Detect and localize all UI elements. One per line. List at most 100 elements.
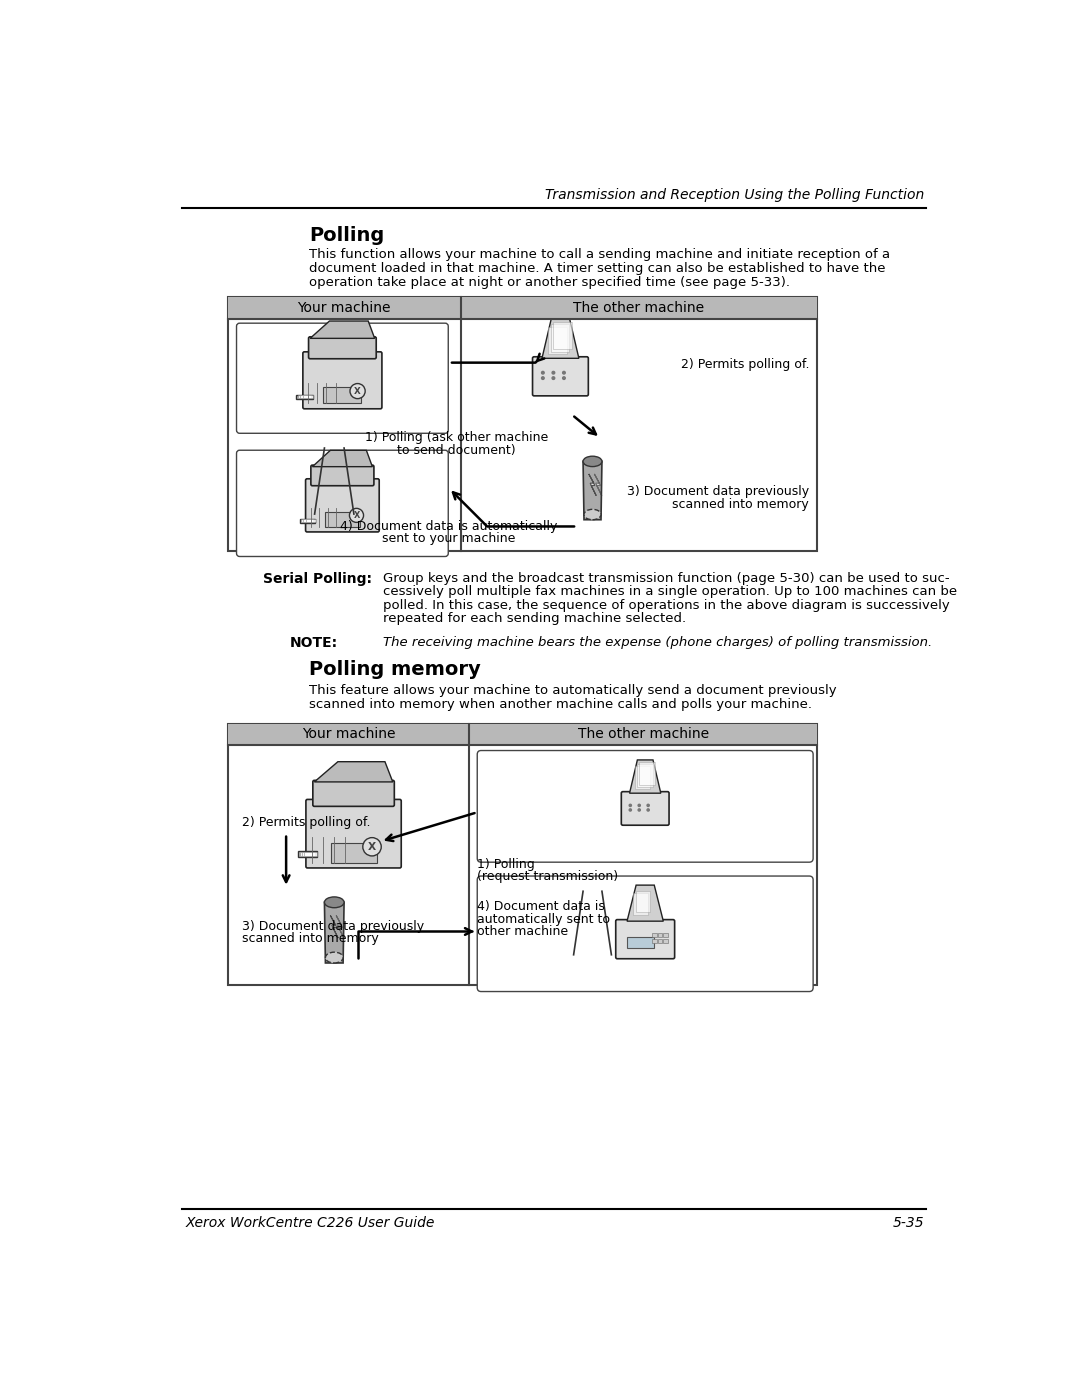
Bar	[639, 761, 654, 785]
FancyBboxPatch shape	[237, 450, 448, 556]
Circle shape	[630, 805, 632, 806]
Text: sent to your machine: sent to your machine	[382, 532, 516, 545]
Ellipse shape	[324, 897, 345, 908]
Bar	[626, 937, 654, 949]
Text: Your machine: Your machine	[302, 728, 395, 742]
Circle shape	[638, 809, 640, 812]
Polygon shape	[310, 321, 375, 338]
Bar	[325, 511, 360, 527]
Text: document loaded in that machine. A timer setting can also be established to have: document loaded in that machine. A timer…	[309, 263, 886, 275]
Bar	[330, 842, 377, 862]
Bar	[228, 298, 816, 319]
Bar	[551, 324, 569, 352]
FancyBboxPatch shape	[313, 781, 394, 806]
Text: scanned into memory: scanned into memory	[673, 497, 809, 511]
Circle shape	[638, 805, 640, 806]
Text: The other machine: The other machine	[573, 300, 704, 314]
Text: Polling memory: Polling memory	[309, 661, 481, 679]
Text: 2) Permits polling of.: 2) Permits polling of.	[242, 816, 370, 828]
Text: Xerox WorkCentre C226 User Guide: Xerox WorkCentre C226 User Guide	[186, 1215, 435, 1229]
Bar	[300, 395, 311, 398]
Bar	[323, 387, 362, 404]
Text: Group keys and the broadcast transmission function (page 5-30) can be used to su: Group keys and the broadcast transmissio…	[383, 573, 949, 585]
Circle shape	[350, 509, 364, 522]
Text: cessively poll multiple fax machines in a single operation. Up to 100 machines c: cessively poll multiple fax machines in …	[383, 585, 957, 598]
Bar	[228, 724, 816, 985]
Polygon shape	[324, 902, 345, 963]
FancyBboxPatch shape	[302, 352, 382, 409]
Ellipse shape	[325, 953, 343, 963]
Ellipse shape	[583, 457, 602, 467]
Circle shape	[350, 384, 365, 398]
Bar	[658, 933, 662, 937]
Circle shape	[647, 809, 649, 812]
Bar	[306, 520, 315, 522]
Bar	[298, 851, 318, 856]
Polygon shape	[627, 886, 663, 921]
Bar	[652, 939, 657, 943]
Text: The other machine: The other machine	[578, 728, 708, 742]
FancyBboxPatch shape	[306, 799, 402, 868]
Circle shape	[541, 377, 544, 380]
Polygon shape	[594, 474, 602, 496]
Bar	[301, 520, 311, 522]
Bar	[299, 518, 314, 522]
Text: (request transmission): (request transmission)	[477, 870, 619, 883]
Polygon shape	[630, 760, 661, 793]
Text: Polling: Polling	[309, 226, 384, 244]
Text: 1) Polling (ask other machine: 1) Polling (ask other machine	[365, 432, 549, 444]
Polygon shape	[330, 915, 338, 939]
Polygon shape	[336, 915, 343, 939]
Bar	[302, 395, 313, 398]
Circle shape	[552, 377, 555, 380]
Circle shape	[363, 838, 381, 856]
Text: 2) Permits polling of.: 2) Permits polling of.	[680, 358, 809, 372]
Text: Your machine: Your machine	[298, 300, 391, 314]
Polygon shape	[314, 761, 393, 782]
Text: Serial Polling:: Serial Polling:	[262, 571, 372, 585]
Bar	[636, 891, 650, 912]
Polygon shape	[583, 461, 602, 520]
Text: 4) Document data is automatically: 4) Document data is automatically	[340, 520, 557, 534]
Text: to send document): to send document)	[397, 444, 516, 457]
Bar	[663, 933, 667, 937]
Text: polled. In this case, the sequence of operations in the above diagram is success: polled. In this case, the sequence of op…	[383, 598, 949, 612]
Text: X: X	[354, 387, 361, 395]
Bar	[652, 933, 657, 937]
FancyBboxPatch shape	[616, 919, 675, 958]
Text: 5-35: 5-35	[892, 1215, 924, 1229]
Circle shape	[647, 805, 649, 806]
Text: The receiving machine bears the expense (phone charges) of polling transmission.: The receiving machine bears the expense …	[383, 636, 932, 650]
Bar	[305, 852, 318, 856]
Bar	[553, 321, 571, 349]
FancyBboxPatch shape	[237, 323, 448, 433]
Circle shape	[630, 809, 632, 812]
Circle shape	[563, 372, 565, 374]
Text: 4) Document data is: 4) Document data is	[477, 900, 605, 914]
Polygon shape	[542, 319, 579, 358]
Bar	[228, 724, 816, 745]
Text: This function allows your machine to call a sending machine and initiate recepti: This function allows your machine to cal…	[309, 249, 891, 261]
Text: This feature allows your machine to automatically send a document previously: This feature allows your machine to auto…	[309, 685, 837, 697]
Polygon shape	[589, 474, 596, 496]
FancyBboxPatch shape	[532, 356, 589, 395]
Bar	[663, 939, 667, 943]
Bar	[658, 939, 662, 943]
Bar	[302, 852, 315, 856]
Bar	[303, 520, 313, 522]
Ellipse shape	[584, 510, 600, 520]
Bar	[635, 766, 650, 789]
Text: operation take place at night or another specified time (see page 5-33).: operation take place at night or another…	[309, 275, 791, 289]
FancyBboxPatch shape	[477, 876, 813, 992]
Circle shape	[563, 377, 565, 380]
FancyBboxPatch shape	[311, 465, 374, 486]
Bar	[296, 395, 312, 400]
Text: other machine: other machine	[477, 925, 568, 937]
Text: 3) Document data previously: 3) Document data previously	[242, 919, 424, 933]
FancyBboxPatch shape	[477, 750, 813, 862]
Text: X: X	[353, 511, 360, 520]
FancyBboxPatch shape	[309, 337, 376, 359]
Text: X: X	[368, 842, 376, 852]
Polygon shape	[312, 450, 373, 467]
Circle shape	[552, 372, 555, 374]
